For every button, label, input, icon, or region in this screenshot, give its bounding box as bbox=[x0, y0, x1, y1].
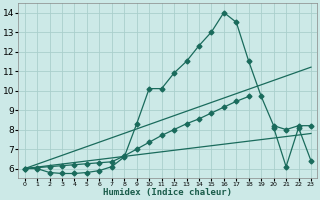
X-axis label: Humidex (Indice chaleur): Humidex (Indice chaleur) bbox=[103, 188, 232, 197]
